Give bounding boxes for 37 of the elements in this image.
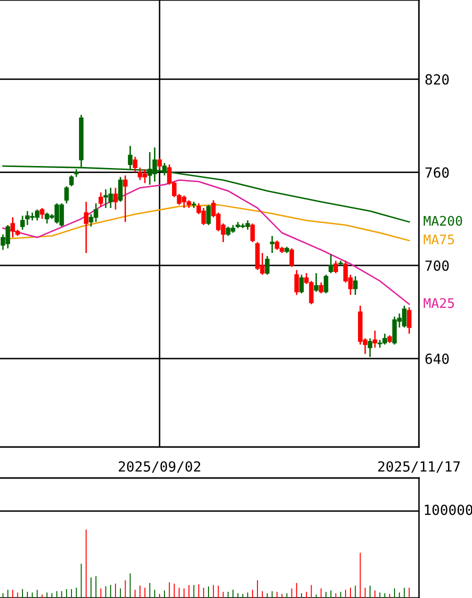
- series-label: MA25: [424, 298, 454, 308]
- candlestick: [250, 222, 255, 243]
- candlestick: [40, 207, 44, 220]
- candlestick: [270, 235, 274, 254]
- text: 100000: [424, 504, 472, 516]
- candlestick: [353, 276, 358, 296]
- y-tick-label: 700: [425, 260, 449, 271]
- candlestick: [299, 274, 304, 294]
- candlestick: [372, 330, 378, 348]
- series-label: MA75: [424, 234, 454, 244]
- line-series: [2, 179, 410, 305]
- candlestick: [328, 254, 334, 274]
- candlestick: [113, 187, 118, 210]
- candlestick: [157, 158, 162, 170]
- candlestick: [118, 176, 123, 202]
- candlestick: [318, 282, 324, 294]
- candlestick: [406, 306, 412, 334]
- x-tick-label: 2025/11/17: [378, 461, 460, 473]
- candlestick: [265, 255, 270, 276]
- candlestick: [334, 260, 338, 274]
- x-tick-label: 2025/09/02: [118, 461, 200, 473]
- candlestick: [98, 192, 104, 208]
- y-tick-label: 820: [425, 74, 449, 85]
- candlestick: [69, 174, 74, 187]
- candlestick: [64, 186, 69, 204]
- candlestick: [314, 272, 318, 292]
- candlestick: [84, 201, 88, 254]
- y-tick-label: 760: [425, 167, 449, 178]
- candlestick: [289, 248, 294, 268]
- y-tick-label: 640: [425, 354, 449, 364]
- series-label: MA200: [424, 216, 462, 226]
- candlestick: [123, 174, 128, 223]
- candlestick: [324, 274, 328, 294]
- candlestick: [294, 269, 299, 296]
- candlestick: [206, 204, 211, 226]
- candlestick: [368, 338, 372, 358]
- candlestick: [20, 215, 25, 230]
